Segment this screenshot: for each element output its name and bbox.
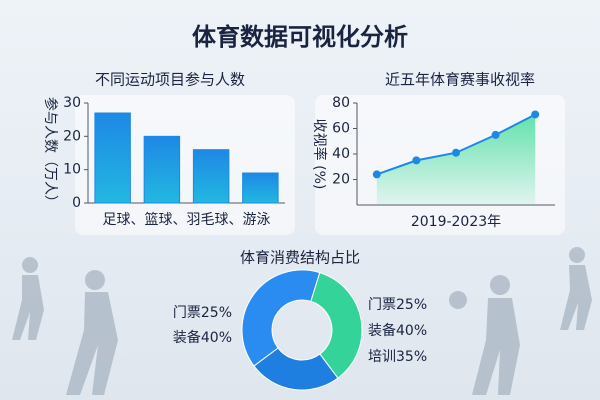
- y-tick-label: 40: [332, 146, 350, 162]
- x-axis-label: 足球、篮球、羽毛球、游泳: [103, 212, 271, 228]
- y-tick-label: 0: [72, 195, 81, 211]
- slice: [310, 272, 363, 379]
- chart-title: 不同运动项目参与人数: [95, 71, 245, 89]
- chart-title: 体育消费结构占比: [240, 249, 360, 267]
- slice: [241, 269, 321, 367]
- slice-label: 装备40%: [368, 322, 427, 339]
- y-tick-label: 20: [63, 128, 81, 144]
- chart-title: 近五年体育赛事收视率: [385, 71, 535, 89]
- y-axis-label: 参与人数（万人）: [42, 97, 59, 209]
- point: [372, 170, 381, 179]
- bar: [242, 172, 279, 204]
- slice-label: 门票25%: [173, 305, 232, 321]
- bar: [94, 112, 131, 204]
- slice-label: 培训35%: [368, 349, 427, 365]
- bar: [192, 149, 230, 204]
- y-tick-label: 20: [332, 172, 350, 188]
- point: [412, 156, 421, 165]
- slice-label: 门票25%: [368, 297, 427, 313]
- y-tick-label: 10: [63, 162, 81, 178]
- silhouettes: [12, 247, 592, 395]
- x-axis-label: 2019-2023年: [411, 214, 501, 230]
- point: [491, 130, 500, 139]
- point: [531, 110, 540, 119]
- y-tick-label: 80: [332, 95, 350, 111]
- y-tick-label: 30: [63, 95, 81, 111]
- page-title: 体育数据可视化分析: [192, 23, 408, 51]
- point: [452, 148, 460, 157]
- bar: [143, 135, 181, 204]
- y-axis-label: 收视率 (%): [311, 119, 328, 190]
- y-tick-label: 60: [332, 121, 350, 137]
- slice-label: 装备40%: [173, 329, 232, 346]
